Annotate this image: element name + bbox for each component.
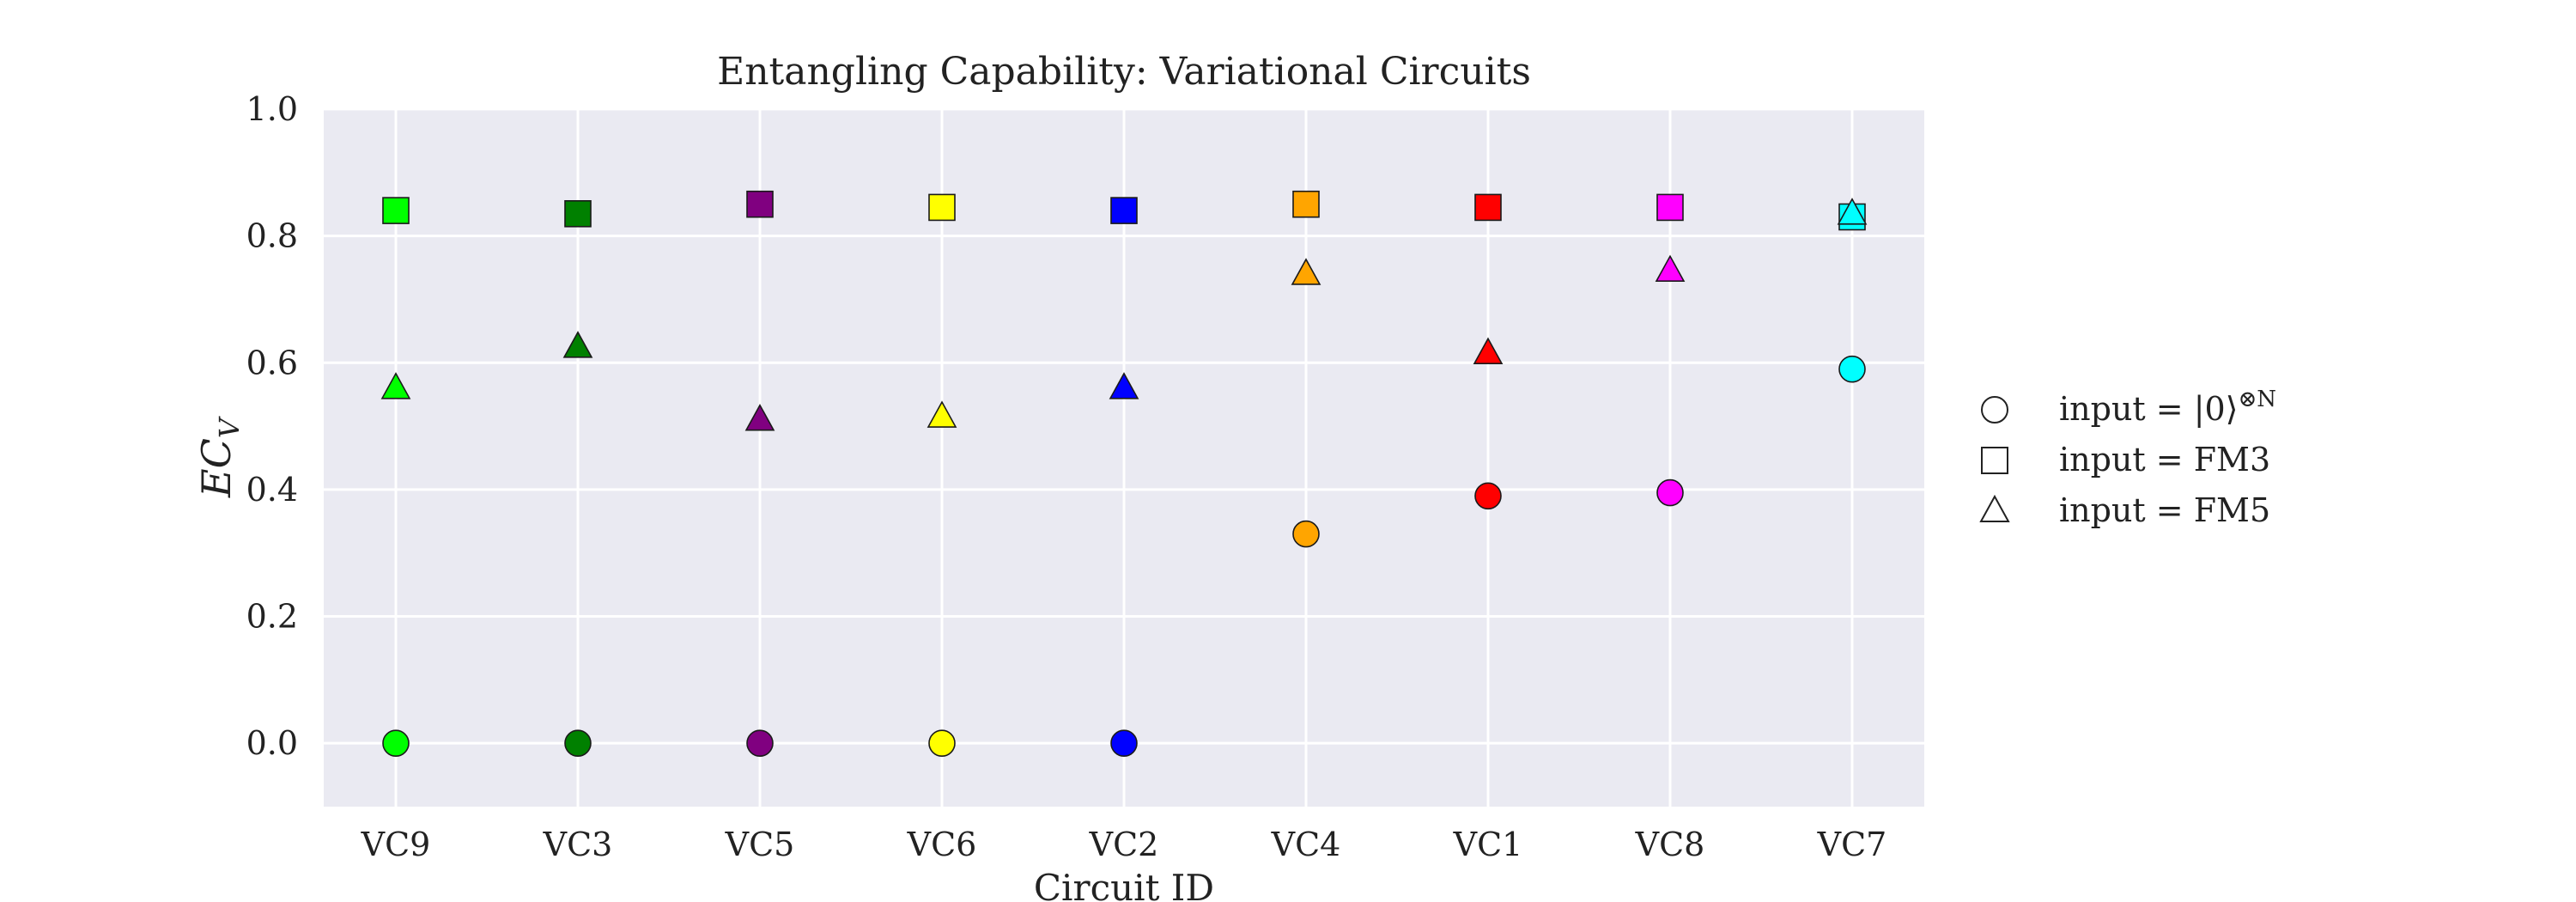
x-axis-label: Circuit ID <box>1034 867 1214 902</box>
y-tick-labels: 0.0 0.2 0.4 0.6 0.8 1.0 <box>246 90 298 762</box>
point-circle-VC7 <box>1838 355 1866 383</box>
chart-title: Entangling Capability: Variational Circu… <box>717 50 1531 94</box>
point-triangle-VC6 <box>927 400 957 428</box>
y-tick-label: 0.6 <box>246 344 298 381</box>
legend-square-marker <box>1981 447 2008 474</box>
point-triangle-VC2 <box>1109 372 1139 399</box>
point-circle-VC5 <box>746 729 774 757</box>
point-circle-VC1 <box>1474 482 1502 510</box>
point-circle-VC4 <box>1292 520 1320 548</box>
y-tick-label: 0.8 <box>246 217 298 255</box>
point-square-VC6 <box>928 193 956 222</box>
point-square-VC1 <box>1474 193 1502 222</box>
point-square-VC2 <box>1110 197 1138 224</box>
x-tick-label: VC1 <box>1453 826 1523 863</box>
x-tick-label: VC4 <box>1271 826 1341 863</box>
point-square-VC3 <box>564 200 592 228</box>
legend-label-triangle: input = FM5 <box>2059 491 2270 529</box>
point-square-VC8 <box>1656 193 1684 222</box>
y-tick-label: 0.2 <box>246 598 298 636</box>
point-circle-VC3 <box>564 729 592 757</box>
x-tick-label: VC5 <box>725 826 795 863</box>
y-tick-label: 1.0 <box>246 90 298 128</box>
y-axis-label-main: EC <box>193 438 240 498</box>
point-triangle-VC1 <box>1473 337 1504 365</box>
point-triangle-VC3 <box>562 331 593 358</box>
point-circle-VC6 <box>928 729 956 757</box>
x-tick-label: VC7 <box>1817 826 1887 863</box>
y-tick-label: 0.4 <box>246 471 298 509</box>
point-square-VC9 <box>382 197 410 224</box>
point-triangle-VC5 <box>744 404 775 431</box>
x-tick-label: VC8 <box>1635 826 1705 863</box>
point-circle-VC2 <box>1110 729 1138 757</box>
legend: input = |0⟩⊗N input = FM3 input = FM5 <box>1979 387 2276 529</box>
x-tick-label: VC3 <box>543 826 613 863</box>
x-tick-label: VC2 <box>1089 826 1159 863</box>
y-tick-label: 0.0 <box>246 724 298 762</box>
x-tick-label: VC6 <box>907 826 977 863</box>
point-triangle-VC7 <box>1837 198 1868 225</box>
point-triangle-VC8 <box>1655 254 1686 283</box>
x-tick-label: VC9 <box>361 826 431 863</box>
data-points <box>380 190 1868 757</box>
point-circle-VC8 <box>1656 478 1684 507</box>
point-square-VC4 <box>1292 190 1320 218</box>
legend-circle-marker <box>1981 396 2008 424</box>
point-triangle-VC4 <box>1291 258 1321 285</box>
point-square-VC5 <box>746 190 774 218</box>
y-axis-label-subscript: V <box>213 416 246 438</box>
point-triangle-VC9 <box>380 372 411 399</box>
x-tick-labels: VC9 VC3 VC5 VC6 VC2 VC4 VC1 VC8 VC7 <box>361 826 1887 863</box>
legend-triangle-marker <box>1979 494 2010 522</box>
legend-label-square: input = FM3 <box>2059 441 2270 478</box>
point-circle-VC9 <box>382 729 410 757</box>
y-axis-label: ECV <box>193 416 246 498</box>
legend-label-circle: input = |0⟩⊗N <box>2059 387 2276 428</box>
